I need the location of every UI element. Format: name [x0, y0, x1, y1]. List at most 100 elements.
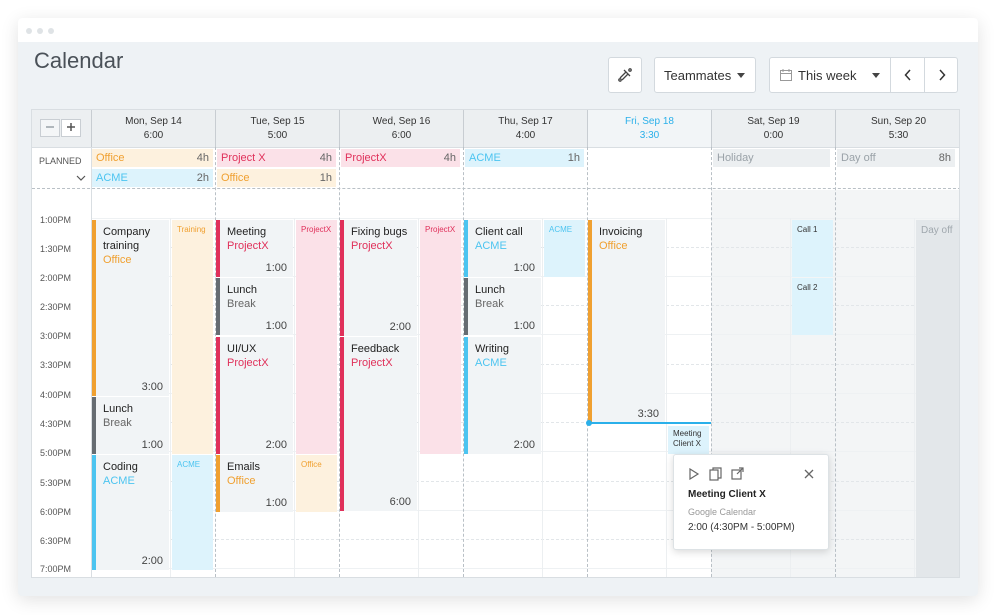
event-block[interactable]: Fixing bugs ProjectX 2:00 [340, 220, 417, 336]
event-duration: 2:00 [513, 439, 535, 451]
event-block[interactable]: UI/UX ProjectX 2:00 [216, 337, 293, 454]
open-external-icon[interactable] [731, 467, 744, 480]
calendar-window: Calendar Teammates This week [18, 18, 978, 596]
chevron-left-icon [903, 69, 911, 81]
event-title: Feedback [351, 343, 400, 355]
planned-chip[interactable]: ProjectX 4h [341, 149, 460, 167]
teammates-dropdown[interactable]: Teammates [654, 57, 756, 93]
event-block[interactable]: Emails Office 1:00 [216, 455, 293, 512]
event-duration: 6:00 [389, 496, 411, 508]
zoom-out-button[interactable] [40, 119, 60, 137]
event-duration: 1:00 [513, 320, 535, 332]
planned-row [32, 147, 959, 189]
planned-label: PLANNED [39, 156, 82, 166]
event-duration: 1:00 [141, 439, 163, 451]
window-dot-minimize[interactable] [37, 28, 43, 34]
event-block[interactable]: Lunch Break 1:00 [464, 278, 541, 335]
day-total: 3:30 [639, 130, 660, 141]
planned-chip[interactable]: Office 1h [217, 169, 336, 187]
event-title: Company training [103, 226, 151, 252]
planned-chip[interactable]: ACME 2h [92, 169, 213, 187]
page-title: Calendar [34, 48, 124, 73]
time-label: 5:00PM [40, 448, 72, 458]
sync-icon [618, 68, 632, 82]
time-label: 7:00PM [40, 564, 72, 574]
chevron-right-icon [938, 69, 946, 81]
chip-hours: 1h [567, 152, 580, 164]
day-header-fri[interactable]: Fri, Sep 18 3:30 [587, 110, 711, 147]
calendar-icon [780, 69, 792, 81]
chevron-down-icon[interactable] [76, 174, 86, 182]
event-popup: Meeting Client X Google Calendar 2:00 (4… [673, 454, 829, 550]
close-icon[interactable] [804, 469, 814, 479]
event-block[interactable]: Company training Office 3:00 [92, 220, 169, 396]
planned-chip[interactable]: Holiday [713, 149, 830, 167]
day-header-thu[interactable]: Thu, Sep 17 4:00 [463, 110, 587, 147]
event-block[interactable]: Lunch Break 1:00 [216, 278, 293, 335]
chip-name: Office [96, 152, 125, 164]
date-range-control: This week [769, 57, 958, 93]
zoom-in-button[interactable] [61, 119, 81, 137]
duplicate-icon[interactable] [709, 467, 722, 481]
event-project: Break [227, 298, 256, 310]
planned-chip[interactable]: Office 4h [92, 149, 213, 167]
event-title: Writing [475, 343, 510, 355]
time-label: 4:00PM [40, 390, 72, 400]
window-dot-close[interactable] [26, 28, 32, 34]
event-project: ACME [103, 475, 135, 487]
tracked-block[interactable]: Call 1 [792, 220, 833, 277]
day-header-sat[interactable]: Sat, Sep 19 0:00 [711, 110, 835, 147]
event-block[interactable]: Client call ACME 1:00 [464, 220, 541, 277]
chip-name: Office [221, 172, 250, 184]
tracked-block[interactable]: Call 2 [792, 278, 833, 335]
time-label: 6:00PM [40, 507, 72, 517]
event-project: Office [227, 475, 256, 487]
day-total: 5:00 [267, 130, 288, 141]
tracked-block[interactable]: Meeting Client X [668, 426, 709, 454]
day-header-sun[interactable]: Sun, Sep 20 5:30 [835, 110, 959, 147]
planned-chip[interactable]: Day off 8h [837, 149, 955, 167]
chip-name: ACME [96, 172, 128, 184]
popup-time: 2:00 (4:30PM - 5:00PM) [688, 522, 795, 533]
next-week-button[interactable] [924, 58, 958, 92]
event-project: Office [599, 240, 628, 252]
teammates-label: Teammates [664, 67, 732, 83]
tracked-block[interactable]: ProjectX [296, 220, 337, 454]
chip-name: Project X [221, 152, 266, 164]
day-name: Wed, Sep 16 [372, 116, 431, 127]
tracked-block[interactable]: ACME [172, 455, 213, 570]
time-label: 2:30PM [40, 302, 72, 312]
play-icon[interactable] [688, 468, 700, 480]
event-title: Lunch [227, 284, 257, 296]
event-block[interactable]: Coding ACME 2:00 [92, 455, 169, 570]
event-block[interactable]: Lunch Break 1:00 [92, 397, 169, 454]
chip-hours: 4h [443, 152, 456, 164]
event-block[interactable]: Meeting ProjectX 1:00 [216, 220, 293, 277]
event-block[interactable]: Writing ACME 2:00 [464, 337, 541, 454]
previous-week-button[interactable] [890, 58, 924, 92]
planned-chip[interactable]: Project X 4h [217, 149, 336, 167]
planned-chip[interactable]: ACME 1h [465, 149, 584, 167]
event-block[interactable]: Invoicing Office 3:30 [588, 220, 665, 423]
window-dot-maximize[interactable] [48, 28, 54, 34]
tracked-block[interactable]: ACME [544, 220, 585, 277]
day-header-wed[interactable]: Wed, Sep 16 6:00 [339, 110, 463, 147]
sync-button[interactable] [608, 57, 642, 93]
event-duration: 1:00 [265, 497, 287, 509]
event-project: ProjectX [227, 240, 269, 252]
chevron-down-icon [737, 73, 745, 78]
popup-source: Google Calendar [688, 507, 757, 517]
range-dropdown[interactable]: This week [770, 58, 890, 92]
event-duration: 2:00 [141, 555, 163, 567]
day-header-tue[interactable]: Tue, Sep 15 5:00 [215, 110, 339, 147]
tracked-block[interactable]: ProjectX [420, 220, 461, 454]
tracked-block[interactable]: Office [296, 455, 337, 512]
chip-hours: 4h [319, 152, 332, 164]
tracked-block[interactable]: Training [172, 220, 213, 454]
day-header-mon[interactable]: Mon, Sep 14 6:00 [91, 110, 215, 147]
tracked-block[interactable]: Day off [916, 220, 959, 577]
event-duration: 2:00 [389, 321, 411, 333]
event-block[interactable]: Feedback ProjectX 6:00 [340, 337, 417, 511]
chip-hours: 4h [196, 152, 209, 164]
chip-hours: 2h [196, 172, 209, 184]
